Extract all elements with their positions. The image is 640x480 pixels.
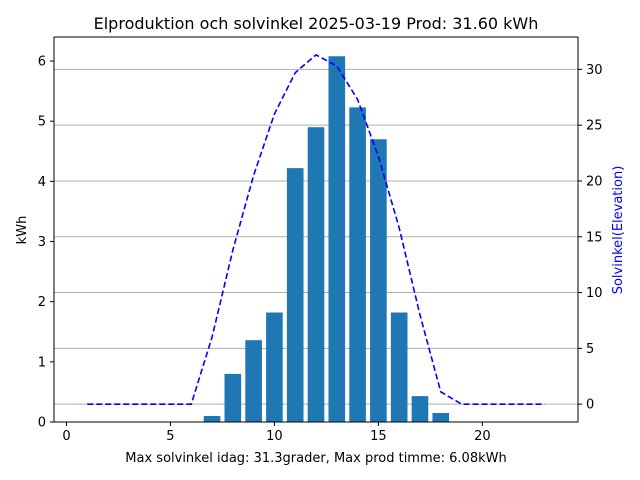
bar bbox=[203, 415, 221, 422]
y-axis-label: kWh bbox=[15, 216, 30, 245]
y2-axis-label: Solvinkel(Elevation) bbox=[611, 166, 626, 295]
y2-tick-label: 20 bbox=[586, 174, 603, 189]
x-ticks: 0 5 10 15 20 bbox=[62, 422, 491, 444]
y-tick-label: 3 bbox=[38, 235, 46, 250]
y-ticks: 0 1 2 3 4 5 6 bbox=[38, 55, 54, 431]
bar bbox=[390, 312, 408, 422]
bar bbox=[245, 340, 262, 422]
x-tick-label: 0 bbox=[62, 429, 70, 444]
y-tick-label: 0 bbox=[38, 416, 46, 431]
x-axis-label: Max solvinkel idag: 31.3grader, Max prod… bbox=[125, 451, 506, 466]
bars bbox=[203, 56, 450, 422]
x-tick-label: 20 bbox=[474, 429, 491, 444]
y2-tick-label: 10 bbox=[586, 286, 603, 301]
bar bbox=[286, 168, 304, 422]
elevation-line-group bbox=[87, 53, 545, 405]
x-tick-label: 15 bbox=[370, 429, 387, 444]
y2-tick-label: 25 bbox=[586, 119, 603, 134]
y2-tick-label: 5 bbox=[586, 342, 594, 357]
bar bbox=[307, 127, 325, 422]
x-tick-label: 5 bbox=[166, 429, 174, 444]
y2-tick-label: 30 bbox=[586, 63, 603, 78]
bar bbox=[411, 396, 429, 422]
plot-frame bbox=[53, 36, 579, 423]
bar bbox=[328, 56, 346, 422]
y2-ticks: 0 5 10 15 20 25 30 bbox=[578, 63, 603, 413]
x-tick-label: 10 bbox=[266, 429, 283, 444]
y-tick-label: 5 bbox=[38, 115, 46, 130]
bar bbox=[432, 412, 450, 422]
y-tick-label: 1 bbox=[38, 355, 46, 370]
bar bbox=[349, 107, 366, 422]
bar bbox=[224, 373, 242, 422]
elevation-line bbox=[87, 53, 545, 405]
chart-title: Elproduktion och solvinkel 2025-03-19 Pr… bbox=[94, 14, 539, 33]
y2-tick-label: 0 bbox=[586, 398, 594, 413]
y-tick-label: 2 bbox=[38, 295, 46, 310]
bar bbox=[266, 312, 283, 422]
y-tick-label: 6 bbox=[38, 55, 46, 70]
y-tick-label: 4 bbox=[38, 175, 46, 190]
y2-tick-label: 15 bbox=[586, 230, 603, 245]
bar bbox=[370, 139, 387, 422]
